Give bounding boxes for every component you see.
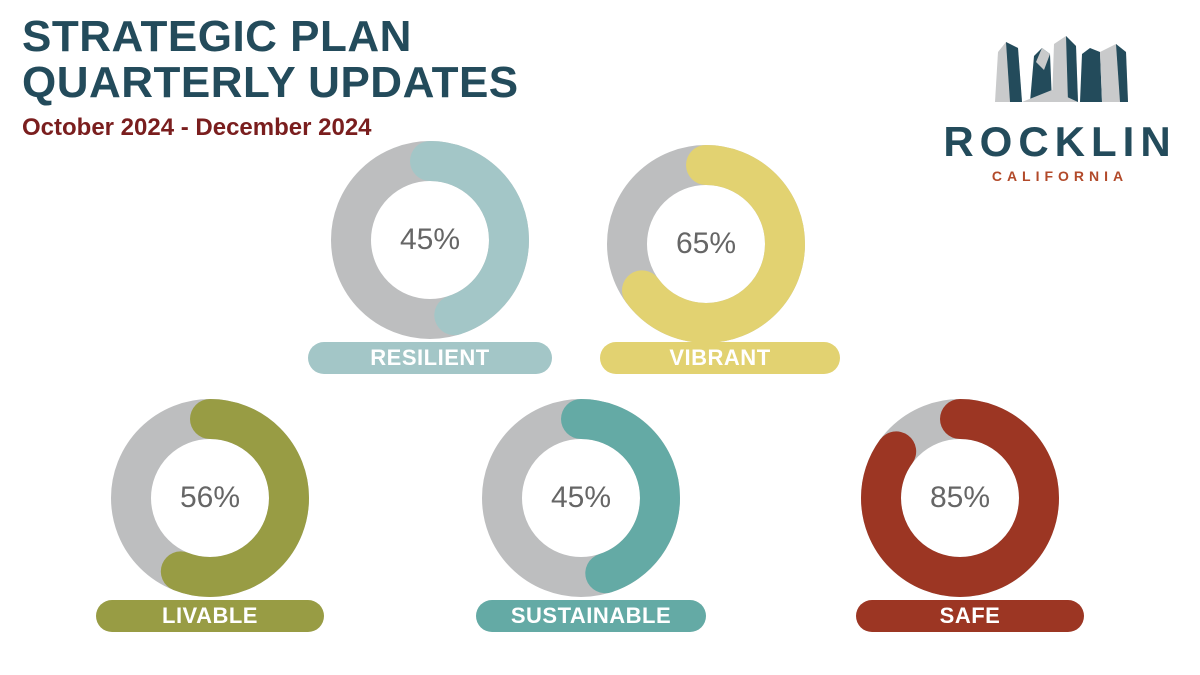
rocks-logo-icon xyxy=(995,36,1128,102)
title-line-1: STRATEGIC PLAN xyxy=(22,12,412,61)
category-label-safe: SAFE xyxy=(856,600,1084,632)
donut-arc-livable xyxy=(111,399,309,597)
donut-arc-vibrant xyxy=(607,145,805,343)
page-title: STRATEGIC PLAN QUARTERLY UPDATES xyxy=(22,14,519,106)
donut-arc-resilient xyxy=(331,141,529,339)
donut-svg-safe xyxy=(861,399,1059,597)
category-label-livable: LIVABLE xyxy=(96,600,324,632)
donut-svg-livable xyxy=(111,399,309,597)
donut-svg-vibrant xyxy=(607,145,805,343)
donut-chart-sustainable: 45% xyxy=(481,398,681,598)
donut-svg-sustainable xyxy=(482,399,680,597)
rocklin-logo: ROCKLIN CALIFORNIA xyxy=(940,30,1180,190)
logo-subtitle: CALIFORNIA xyxy=(991,168,1129,184)
category-label-sustainable: SUSTAINABLE xyxy=(476,600,706,632)
donut-chart-livable: 56% xyxy=(110,398,310,598)
donut-arc-sustainable xyxy=(482,399,680,597)
donut-svg-resilient xyxy=(331,141,529,339)
donut-arc-safe xyxy=(861,399,1059,597)
title-line-2: QUARTERLY UPDATES xyxy=(22,58,519,107)
date-range-subtitle: October 2024 - December 2024 xyxy=(22,114,372,141)
category-label-vibrant: VIBRANT xyxy=(600,342,840,374)
donut-chart-safe: 85% xyxy=(860,398,1060,598)
donut-chart-resilient: 45% xyxy=(330,140,530,340)
category-label-resilient: RESILIENT xyxy=(308,342,552,374)
donut-chart-vibrant: 65% xyxy=(606,144,806,344)
logo-name: ROCKLIN xyxy=(943,118,1177,165)
